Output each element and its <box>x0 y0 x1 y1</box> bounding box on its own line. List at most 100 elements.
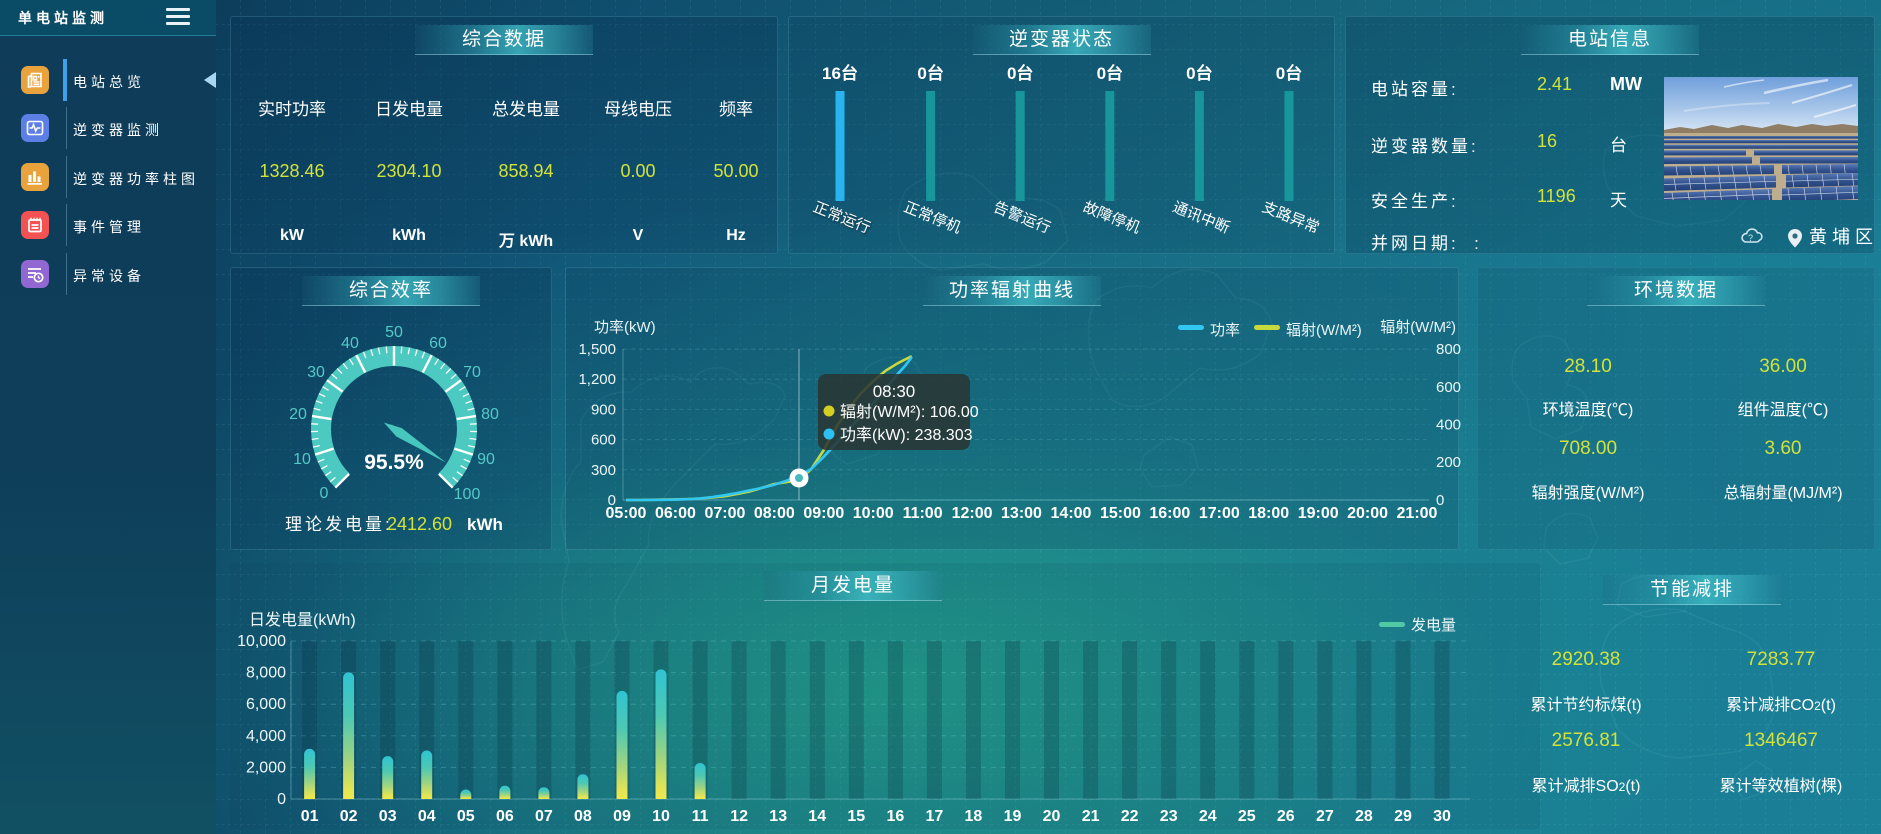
svg-text:70: 70 <box>463 364 481 381</box>
svg-text:600: 600 <box>591 432 616 449</box>
svg-text:8,000: 8,000 <box>246 665 286 682</box>
svg-text:0: 0 <box>1436 492 1444 509</box>
svg-text:辐射(W/M²): 106.00: 辐射(W/M²): 106.00 <box>840 403 979 421</box>
svg-text:4,000: 4,000 <box>246 728 286 745</box>
svg-text:告警运行: 告警运行 <box>991 199 1053 237</box>
svg-text:06:00: 06:00 <box>655 505 696 522</box>
svg-text:900: 900 <box>591 401 616 418</box>
svg-text:1,200: 1,200 <box>578 371 616 388</box>
svg-text:03: 03 <box>379 808 397 825</box>
svg-text:功率(kW): 238.303: 功率(kW): 238.303 <box>840 426 973 444</box>
svg-text:功率(kW): 功率(kW) <box>594 319 656 336</box>
svg-text:12:00: 12:00 <box>952 505 993 522</box>
svg-text:6,000: 6,000 <box>246 696 286 713</box>
svg-text:22: 22 <box>1121 808 1139 825</box>
svg-text:09: 09 <box>613 808 631 825</box>
svg-text:29: 29 <box>1394 808 1412 825</box>
svg-text:07:00: 07:00 <box>704 505 745 522</box>
svg-text:300: 300 <box>591 462 616 479</box>
svg-text:kWh: kWh <box>467 515 503 534</box>
svg-text:正常运行: 正常运行 <box>811 199 873 237</box>
svg-text:08:30: 08:30 <box>873 382 916 401</box>
svg-text:11: 11 <box>692 808 709 825</box>
svg-text:1,500: 1,500 <box>578 341 616 358</box>
svg-text:15: 15 <box>847 808 865 825</box>
svg-text:20: 20 <box>1043 808 1061 825</box>
svg-text:0台: 0台 <box>1097 63 1123 83</box>
svg-text:100: 100 <box>454 486 481 503</box>
svg-text:05:00: 05:00 <box>606 505 647 522</box>
svg-text:20:00: 20:00 <box>1347 505 1388 522</box>
svg-text:日发电量(kWh): 日发电量(kWh) <box>249 611 356 629</box>
svg-text:02: 02 <box>340 808 358 825</box>
svg-text:19:00: 19:00 <box>1298 505 1339 522</box>
svg-text:故障停机: 故障停机 <box>1080 198 1142 237</box>
svg-text:支路异常: 支路异常 <box>1260 199 1322 237</box>
svg-text:10: 10 <box>652 808 670 825</box>
svg-text:16:00: 16:00 <box>1149 505 1190 522</box>
svg-text:15:00: 15:00 <box>1100 505 1141 522</box>
svg-text:17: 17 <box>926 808 944 825</box>
svg-text:30: 30 <box>1433 808 1451 825</box>
svg-text:10,000: 10,000 <box>237 633 286 650</box>
svg-text:18: 18 <box>965 808 983 825</box>
svg-text:05: 05 <box>457 808 475 825</box>
svg-text:28: 28 <box>1355 808 1373 825</box>
svg-text:90: 90 <box>477 451 495 468</box>
svg-text:60: 60 <box>429 335 447 352</box>
svg-text:08:00: 08:00 <box>754 505 795 522</box>
svg-text:18:00: 18:00 <box>1248 505 1289 522</box>
svg-text:600: 600 <box>1436 379 1461 396</box>
svg-text:19: 19 <box>1004 808 1022 825</box>
svg-text:13:00: 13:00 <box>1001 505 1042 522</box>
svg-text:23: 23 <box>1160 808 1178 825</box>
svg-text:40: 40 <box>341 335 359 352</box>
svg-text:11:00: 11:00 <box>903 505 943 522</box>
svg-text:10:00: 10:00 <box>853 505 894 522</box>
svg-text:功率: 功率 <box>1210 322 1240 339</box>
svg-text:通讯中断: 通讯中断 <box>1170 199 1232 237</box>
svg-text:21: 21 <box>1082 808 1100 825</box>
svg-text:24: 24 <box>1199 808 1217 825</box>
svg-text:14: 14 <box>808 808 826 825</box>
svg-text:?: ? <box>1748 233 1753 243</box>
svg-text:800: 800 <box>1436 341 1461 358</box>
svg-text:16台: 16台 <box>822 63 858 83</box>
svg-text:21:00: 21:00 <box>1397 505 1438 522</box>
svg-text:理论发电量:: 理论发电量: <box>285 515 393 534</box>
svg-text:07: 07 <box>535 808 553 825</box>
svg-text:2412.60: 2412.60 <box>387 514 452 534</box>
svg-text:14:00: 14:00 <box>1051 505 1092 522</box>
svg-text:正常停机: 正常停机 <box>901 199 963 237</box>
svg-text:16: 16 <box>887 808 905 825</box>
svg-text:0台: 0台 <box>1276 63 1302 83</box>
svg-text:17:00: 17:00 <box>1199 505 1240 522</box>
svg-text:20: 20 <box>289 406 307 423</box>
svg-text:27: 27 <box>1316 808 1334 825</box>
svg-text:26: 26 <box>1277 808 1295 825</box>
svg-text:06: 06 <box>496 808 514 825</box>
svg-text:0: 0 <box>608 492 616 509</box>
svg-text:0台: 0台 <box>917 63 943 83</box>
svg-text:0台: 0台 <box>1186 63 1212 83</box>
svg-text:50: 50 <box>385 324 403 341</box>
svg-text:12: 12 <box>730 808 748 825</box>
svg-text:25: 25 <box>1238 808 1256 825</box>
svg-text:09:00: 09:00 <box>803 505 844 522</box>
svg-text:0: 0 <box>277 791 286 808</box>
svg-text:辐射(W/M²): 辐射(W/M²) <box>1380 319 1456 336</box>
svg-text:10: 10 <box>293 451 311 468</box>
svg-text:08: 08 <box>574 808 592 825</box>
svg-text:200: 200 <box>1436 454 1461 471</box>
svg-text:辐射(W/M²): 辐射(W/M²) <box>1286 322 1362 339</box>
svg-text:30: 30 <box>307 364 325 381</box>
svg-text:13: 13 <box>769 808 787 825</box>
svg-text:0: 0 <box>320 485 329 502</box>
svg-text:发电量: 发电量 <box>1411 617 1456 634</box>
svg-text:黄埔区: 黄埔区 <box>1809 227 1878 247</box>
svg-text:80: 80 <box>481 406 499 423</box>
svg-text:95.5%: 95.5% <box>364 451 424 474</box>
svg-text:2,000: 2,000 <box>246 759 286 776</box>
svg-text:04: 04 <box>418 808 436 825</box>
svg-text:01: 01 <box>301 808 319 825</box>
